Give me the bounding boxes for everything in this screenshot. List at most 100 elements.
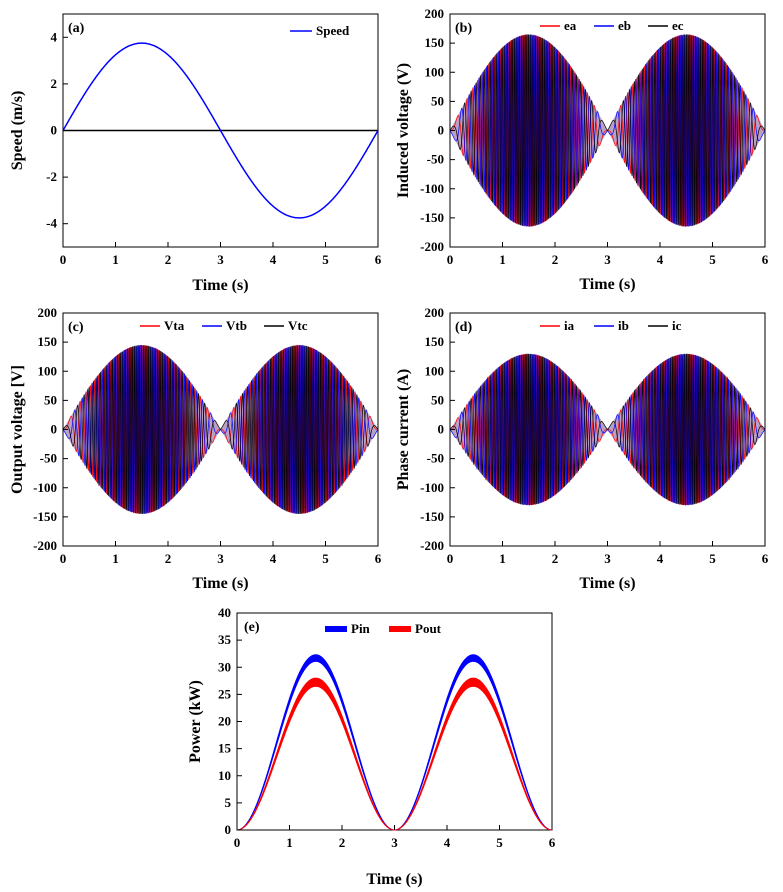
series-vtc-line bbox=[62, 344, 379, 514]
y-tick-label-d-0: -200 bbox=[420, 538, 444, 553]
series-ic-line bbox=[449, 353, 766, 506]
x-tick-label-e-5: 5 bbox=[496, 835, 503, 850]
x-tick-label-d-1: 1 bbox=[499, 551, 506, 566]
y-tick-label-e-1: 5 bbox=[225, 795, 232, 810]
y-tick-label-b-8: 200 bbox=[425, 6, 445, 21]
y-tick-label-e-3: 15 bbox=[218, 741, 232, 756]
x-tick-label-c-1: 1 bbox=[112, 551, 119, 566]
y-tick-label-a-1: -2 bbox=[46, 169, 57, 184]
x-tick-label-e-4: 4 bbox=[444, 835, 451, 850]
x-tick-label-a-5: 5 bbox=[322, 252, 329, 267]
legend-label-pin: Pin bbox=[351, 621, 371, 636]
y-tick-label-e-7: 35 bbox=[218, 632, 232, 647]
legend-label-ea: ea bbox=[564, 18, 577, 33]
y-tick-label-d-2: -100 bbox=[420, 480, 444, 495]
x-tick-label-c-3: 3 bbox=[217, 551, 224, 566]
x-axis-title-c: Time (s) bbox=[192, 575, 248, 592]
y-tick-label-b-1: -150 bbox=[420, 210, 444, 225]
y-tick-label-b-0: -200 bbox=[420, 239, 444, 254]
series-ec-line bbox=[449, 34, 766, 227]
y-tick-label-c-0: -200 bbox=[33, 538, 57, 553]
x-tick-label-b-0: 0 bbox=[447, 252, 454, 267]
x-tick-label-e-2: 2 bbox=[339, 835, 346, 850]
y-axis-title-e: Power (kW) bbox=[187, 680, 204, 763]
x-tick-label-d-0: 0 bbox=[447, 551, 454, 566]
x-tick-label-a-1: 1 bbox=[112, 252, 119, 267]
x-tick-label-e-6: 6 bbox=[549, 835, 556, 850]
x-tick-label-c-4: 4 bbox=[270, 551, 277, 566]
y-tick-label-b-7: 150 bbox=[425, 35, 445, 50]
legend-label-eb: eb bbox=[618, 18, 631, 33]
y-tick-label-e-0: 0 bbox=[225, 822, 232, 837]
x-tick-label-e-3: 3 bbox=[391, 835, 398, 850]
panel-tag-c: (c) bbox=[68, 320, 84, 335]
y-tick-label-c-7: 150 bbox=[38, 334, 58, 349]
y-tick-label-b-4: 0 bbox=[438, 123, 445, 138]
y-tick-label-a-3: 2 bbox=[51, 76, 58, 91]
legend-label-ec: ec bbox=[672, 18, 684, 33]
chart-c: 0 1 2 3 4 5 6 -200 -150 -100 -50 0 50 100 150 200 (c) T… bbox=[9, 305, 382, 592]
panel-tag-e: (e) bbox=[244, 620, 260, 635]
series-pout-band bbox=[236, 677, 553, 831]
y-tick-label-d-5: 50 bbox=[431, 392, 444, 407]
y-tick-label-a-0: -4 bbox=[46, 216, 57, 231]
y-tick-label-d-8: 200 bbox=[425, 305, 445, 320]
y-tick-label-b-3: -50 bbox=[427, 152, 444, 167]
y-tick-label-c-4: 0 bbox=[51, 422, 58, 437]
panel-tag-b: (b) bbox=[455, 21, 472, 36]
x-tick-label-c-6: 6 bbox=[375, 551, 382, 566]
y-tick-label-d-4: 0 bbox=[438, 422, 445, 437]
x-tick-label-c-0: 0 bbox=[60, 551, 67, 566]
x-tick-label-a-4: 4 bbox=[270, 252, 277, 267]
x-tick-label-c-5: 5 bbox=[322, 551, 329, 566]
x-tick-label-a-0: 0 bbox=[60, 252, 67, 267]
legend-label-vtb: Vtb bbox=[226, 318, 247, 333]
chart-d: 0 1 2 3 4 5 6 -200 -150 -100 -50 0 50 100 150 200 (d) T… bbox=[395, 305, 769, 592]
x-tick-label-a-3: 3 bbox=[217, 252, 224, 267]
y-tick-label-a-4: 4 bbox=[51, 29, 58, 44]
y-tick-label-e-4: 20 bbox=[218, 714, 231, 729]
x-tick-label-b-4: 4 bbox=[657, 252, 664, 267]
y-axis-title-c: Output voltage [V] bbox=[9, 365, 26, 494]
x-tick-label-b-2: 2 bbox=[552, 252, 559, 267]
y-tick-label-b-5: 50 bbox=[431, 93, 444, 108]
y-axis-title-d: Phase current (A) bbox=[395, 369, 412, 490]
x-tick-label-e-0: 0 bbox=[234, 835, 241, 850]
x-tick-label-a-2: 2 bbox=[165, 252, 172, 267]
y-tick-label-c-6: 100 bbox=[38, 363, 58, 378]
x-tick-label-a-6: 6 bbox=[375, 252, 382, 267]
legend-label-vta: Vta bbox=[164, 318, 185, 333]
y-tick-label-d-3: -50 bbox=[427, 451, 444, 466]
legend-swatch-pin bbox=[325, 626, 347, 632]
x-tick-label-d-2: 2 bbox=[552, 551, 559, 566]
y-tick-label-d-7: 150 bbox=[425, 334, 445, 349]
y-axis-title-b: Induced voltage (V) bbox=[395, 63, 412, 198]
legend-swatch-pout bbox=[389, 626, 411, 632]
x-tick-label-d-4: 4 bbox=[657, 551, 664, 566]
series-speed-line bbox=[62, 42, 379, 219]
y-tick-label-d-6: 100 bbox=[425, 363, 445, 378]
y-tick-label-c-3: -50 bbox=[40, 451, 57, 466]
y-axis-title-a: Speed (m/s) bbox=[9, 91, 26, 171]
x-tick-label-b-5: 5 bbox=[709, 252, 716, 267]
x-tick-label-c-2: 2 bbox=[165, 551, 172, 566]
y-tick-label-b-2: -100 bbox=[420, 181, 444, 196]
x-tick-label-b-1: 1 bbox=[499, 252, 506, 267]
x-tick-label-b-3: 3 bbox=[604, 252, 611, 267]
x-tick-label-d-3: 3 bbox=[604, 551, 611, 566]
x-tick-label-d-5: 5 bbox=[709, 551, 716, 566]
series-pin-band bbox=[236, 654, 553, 831]
chart-e: 0 1 2 3 4 5 6 0 5 10 15 20 25 30 35 40 (e) Time (s) Pow… bbox=[187, 605, 556, 888]
legend-label-ib: ib bbox=[618, 318, 629, 333]
y-tick-label-a-2: 0 bbox=[51, 123, 58, 138]
x-axis-title-a: Time (s) bbox=[192, 277, 248, 294]
y-tick-label-d-1: -150 bbox=[420, 509, 444, 524]
x-axis-title-b: Time (s) bbox=[579, 276, 635, 293]
y-tick-label-e-8: 40 bbox=[218, 605, 231, 620]
y-tick-label-e-5: 25 bbox=[218, 686, 232, 701]
legend-label-vtc: Vtc bbox=[288, 318, 308, 333]
panel-tag-a: (a) bbox=[68, 21, 85, 36]
legend-label-speed: Speed bbox=[316, 23, 350, 38]
